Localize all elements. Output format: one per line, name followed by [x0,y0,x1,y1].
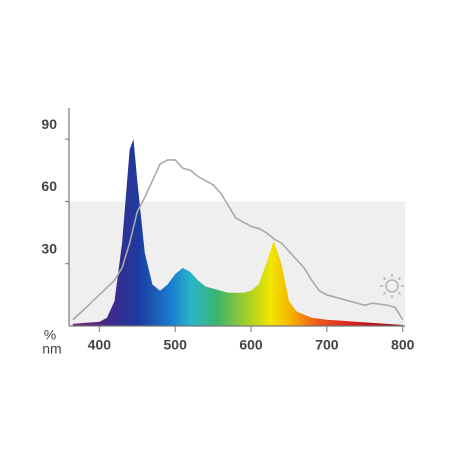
reference-line [72,159,404,321]
sun-icon [380,274,404,298]
band [69,201,405,264]
x-axis-label: nm [42,341,61,357]
y-tick-label: 90 [41,116,57,132]
x-tick-label: 800 [391,337,415,353]
x-tick-label: 600 [239,337,263,353]
y-tick-label: 30 [41,240,57,256]
x-tick-label: 500 [164,337,188,353]
y-axis-label: % [44,327,56,343]
y-tick-label: 60 [41,178,57,194]
x-tick-label: 400 [88,337,112,353]
spectrum-area [72,139,403,326]
x-tick-label: 700 [315,337,339,353]
